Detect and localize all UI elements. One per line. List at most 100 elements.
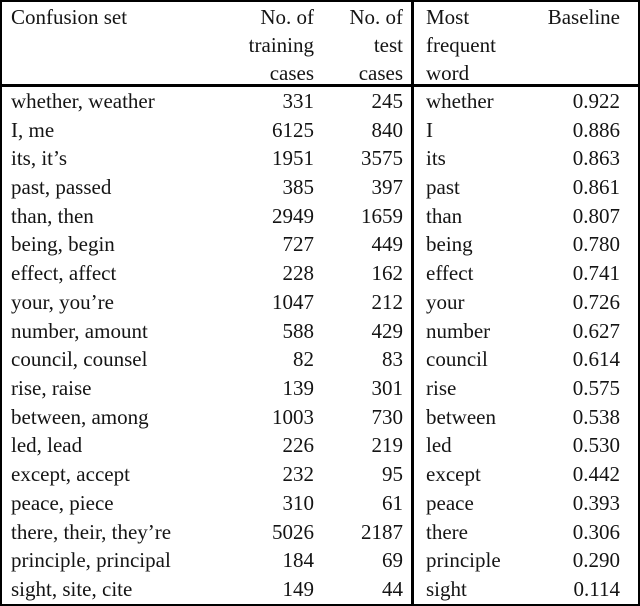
table-row: its, it’s 1951 3575 its 0.863 (2, 144, 638, 174)
confusion-set-cell: sight, site, cite (11, 577, 133, 602)
test-cases-cell: 301 (371, 376, 404, 401)
table-row: there, their, they’re 5026 2187 there 0.… (2, 517, 638, 547)
training-cases-cell: 2949 (272, 203, 314, 228)
training-cases-cell: 1003 (272, 404, 314, 429)
table-row: except, accept 232 95 except 0.442 (2, 460, 638, 490)
training-cases-cell: 228 (282, 261, 315, 286)
table-row: I, me 6125 840 I 0.886 (2, 115, 638, 145)
training-cases-cell: 232 (282, 462, 315, 487)
table-row: past, passed 385 397 past 0.861 (2, 173, 638, 202)
table-row: sight, site, cite 149 44 sight 0.114 (2, 575, 638, 604)
table-body: whether, weather 331 245 whether 0.922 I… (2, 87, 638, 604)
most-frequent-word-cell: I (411, 115, 532, 145)
most-frequent-word-cell: there (411, 517, 532, 547)
most-frequent-word-cell: being (411, 230, 532, 260)
table-row: peace, piece 310 61 peace 0.393 (2, 489, 638, 518)
baseline-cell: 0.863 (572, 146, 620, 171)
table-row: principle, principal 184 69 principle 0.… (2, 546, 638, 576)
baseline-cell: 0.627 (572, 318, 620, 343)
training-cases-cell: 139 (282, 376, 315, 401)
test-cases-cell: 3575 (361, 146, 403, 171)
header-confusion-set-label: Confusion set (11, 5, 128, 29)
header-test-cases: No. of test cases (314, 2, 411, 87)
header-baseline: Baseline (532, 2, 638, 87)
baseline-cell: 0.306 (572, 519, 620, 544)
test-cases-cell: 840 (371, 117, 404, 142)
table-row: than, then 2949 1659 than 0.807 (2, 201, 638, 231)
most-frequent-word-cell: peace (411, 489, 532, 518)
baseline-cell: 0.290 (572, 548, 620, 573)
test-cases-cell: 83 (382, 347, 403, 372)
training-cases-cell: 727 (282, 232, 315, 257)
most-frequent-word-cell: led (411, 431, 532, 461)
training-cases-cell: 82 (293, 347, 314, 372)
confusion-set-cell: except, accept (11, 462, 130, 487)
test-cases-cell: 397 (371, 175, 404, 200)
confusion-set-cell: there, their, they’re (11, 519, 172, 544)
baseline-cell: 0.741 (572, 261, 620, 286)
test-cases-cell: 162 (371, 261, 404, 286)
confusion-set-cell: between, among (11, 404, 149, 429)
most-frequent-word-cell: sight (411, 575, 532, 604)
most-frequent-word-cell: number (411, 316, 532, 346)
test-cases-cell: 245 (371, 88, 404, 113)
test-cases-cell: 44 (382, 577, 403, 602)
confusion-set-cell: being, begin (11, 232, 115, 257)
most-frequent-word-cell: between (411, 402, 532, 432)
header-confusion-set: Confusion set (2, 2, 230, 87)
test-cases-cell: 69 (382, 548, 403, 573)
confusion-set-cell: than, then (11, 203, 94, 228)
most-frequent-word-cell: effect (411, 259, 532, 289)
confusion-set-cell: peace, piece (11, 490, 114, 515)
baseline-cell: 0.807 (572, 203, 620, 228)
baseline-cell: 0.538 (572, 404, 620, 429)
baseline-cell: 0.861 (572, 175, 620, 200)
most-frequent-word-cell: except (411, 460, 532, 490)
training-cases-cell: 331 (282, 88, 315, 113)
table-row: led, lead 226 219 led 0.530 (2, 431, 638, 461)
table-row: your, you’re 1047 212 your 0.726 (2, 288, 638, 317)
header-test-line-2: test (373, 33, 403, 57)
header-training-cases: No. of training cases (230, 2, 314, 87)
test-cases-cell: 449 (371, 232, 404, 257)
confusion-set-cell: past, passed (11, 175, 112, 200)
most-frequent-word-cell: than (411, 201, 532, 231)
training-cases-cell: 6125 (272, 117, 314, 142)
confusion-set-cell: led, lead (11, 433, 83, 458)
baseline-cell: 0.114 (573, 577, 620, 602)
test-cases-cell: 730 (371, 404, 404, 429)
test-cases-cell: 61 (382, 490, 403, 515)
baseline-cell: 0.530 (572, 433, 620, 458)
training-cases-cell: 385 (282, 175, 315, 200)
table-row: council, counsel 82 83 council 0.614 (2, 345, 638, 375)
most-frequent-word-cell: whether (411, 87, 532, 116)
header-training-line-1: No. of (260, 5, 314, 29)
header-baseline-label: Baseline (547, 5, 620, 29)
baseline-cell: 0.922 (572, 88, 620, 113)
table-row: between, among 1003 730 between 0.538 (2, 402, 638, 432)
training-cases-cell: 226 (282, 433, 315, 458)
baseline-cell: 0.614 (572, 347, 620, 372)
header-test-line-3: cases (358, 61, 403, 85)
baseline-cell: 0.726 (572, 289, 620, 314)
test-cases-cell: 219 (371, 433, 404, 458)
table-header-row: Confusion set No. of training cases No. … (2, 2, 638, 87)
confusion-set-cell: I, me (11, 117, 55, 142)
most-frequent-word-cell: council (411, 345, 532, 375)
table-row: effect, affect 228 162 effect 0.741 (2, 259, 638, 289)
test-cases-cell: 1659 (361, 203, 403, 228)
header-training-line-3: cases (269, 61, 314, 85)
confusion-set-cell: council, counsel (11, 347, 148, 372)
baseline-cell: 0.442 (572, 462, 620, 487)
confusion-set-cell: principle, principal (11, 548, 171, 573)
test-cases-cell: 95 (382, 462, 403, 487)
baseline-cell: 0.575 (572, 376, 620, 401)
training-cases-cell: 1951 (272, 146, 314, 171)
most-frequent-word-cell: rise (411, 374, 532, 403)
confusion-set-cell: your, you’re (11, 289, 114, 314)
confusion-set-cell: rise, raise (11, 376, 92, 401)
test-cases-cell: 212 (371, 289, 404, 314)
most-frequent-word-cell: principle (411, 546, 532, 576)
